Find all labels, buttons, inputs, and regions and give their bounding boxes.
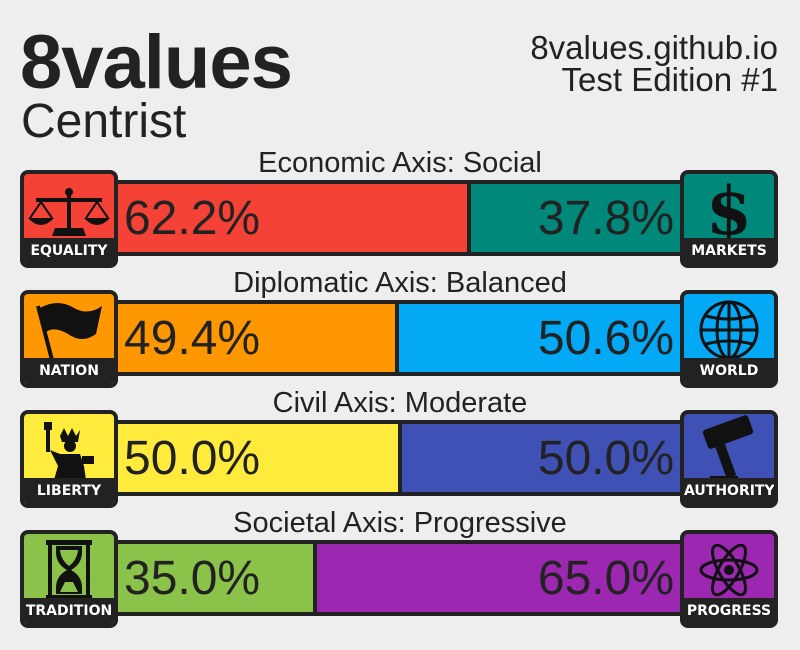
- app-title: 8values: [20, 20, 293, 105]
- world-segment: 50.6%: [399, 304, 686, 372]
- liberty-segment: 50.0%: [114, 424, 398, 492]
- tradition-value: 35.0%: [124, 551, 261, 605]
- tradition-segment: 35.0%: [114, 544, 313, 612]
- progress-label: PROGRESS: [684, 598, 774, 624]
- tradition-label: TRADITION: [24, 598, 114, 624]
- statue-of-liberty-icon: [44, 422, 94, 480]
- markets-segment: 37.8%: [471, 184, 686, 252]
- economic-axis-bar: 62.2% 37.8%: [110, 180, 690, 256]
- world-icon-box: WORLD: [680, 290, 778, 388]
- markets-label: MARKETS: [684, 238, 774, 264]
- dollar-icon: $: [706, 174, 752, 244]
- societal-axis-label: Societal Axis: Progressive: [233, 507, 567, 539]
- progress-value: 65.0%: [537, 551, 674, 605]
- nation-segment: 49.4%: [114, 304, 395, 372]
- edition-label: Test Edition #1: [561, 61, 778, 98]
- gavel-icon: [702, 415, 754, 481]
- equality-label: EQUALITY: [24, 238, 114, 264]
- svg-text:$: $: [706, 174, 752, 244]
- result-ideology: Centrist: [21, 95, 187, 148]
- equality-segment: 62.2%: [114, 184, 467, 252]
- globe-icon: [699, 300, 759, 360]
- civil-axis-bar: 50.0% 50.0%: [110, 420, 690, 496]
- civil-axis-label: Civil Axis: Moderate: [272, 387, 528, 419]
- scales-icon: [28, 188, 110, 236]
- nation-label: NATION: [24, 358, 114, 384]
- hourglass-icon: [46, 540, 92, 600]
- liberty-label: LIBERTY: [24, 478, 114, 504]
- equality-icon-box: EQUALITY: [20, 170, 118, 268]
- liberty-value: 50.0%: [124, 431, 261, 485]
- atom-icon: [699, 543, 759, 597]
- markets-icon-box: $ MARKETS: [680, 170, 778, 268]
- diplomatic-axis-label: Diplomatic Axis: Balanced: [233, 267, 567, 299]
- economic-axis-label: Economic Axis: Social: [258, 147, 542, 179]
- societal-axis-bar: 35.0% 65.0%: [110, 540, 690, 616]
- tradition-icon-box: TRADITION: [20, 530, 118, 628]
- markets-value: 37.8%: [537, 191, 674, 245]
- authority-value: 50.0%: [537, 431, 674, 485]
- equality-value: 62.2%: [124, 191, 261, 245]
- world-label: WORLD: [684, 358, 774, 384]
- liberty-icon-box: LIBERTY: [20, 410, 118, 508]
- site-link[interactable]: 8values.github.io: [530, 29, 778, 66]
- authority-segment: 50.0%: [402, 424, 686, 492]
- progress-icon-box: PROGRESS: [680, 530, 778, 628]
- world-value: 50.6%: [537, 311, 674, 365]
- authority-label: AUTHORITY: [684, 478, 774, 504]
- progress-segment: 65.0%: [317, 544, 686, 612]
- flag-icon: [36, 303, 102, 361]
- nation-icon-box: NATION: [20, 290, 118, 388]
- nation-value: 49.4%: [124, 311, 261, 365]
- diplomatic-axis-bar: 49.4% 50.6%: [110, 300, 690, 376]
- authority-icon-box: AUTHORITY: [680, 410, 778, 508]
